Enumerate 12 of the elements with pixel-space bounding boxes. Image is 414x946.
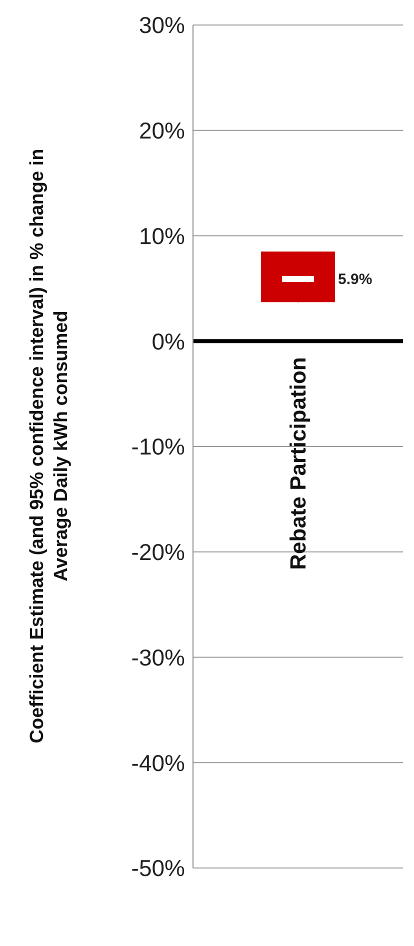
annotation: 5.9%	[338, 271, 372, 288]
y-tick-label: -50%	[131, 855, 185, 882]
y-tick-label: -30%	[131, 644, 185, 670]
y-tick-label: 30%	[138, 12, 185, 38]
y-tick-label: -10%	[131, 434, 185, 460]
y-tick-label: -40%	[131, 750, 185, 776]
y-axis-title: Coefficient Estimate (and 95% confidence interval) in % change in Average Daily kWh consumed	[26, 147, 73, 745]
x-tick-label: Rebate Participation	[286, 357, 311, 570]
y-tick-label: 20%	[138, 118, 185, 144]
y-tick-label: -20%	[131, 539, 185, 566]
y-tick-label: 10%	[138, 222, 185, 249]
y-tick-label: 0%	[152, 328, 185, 354]
